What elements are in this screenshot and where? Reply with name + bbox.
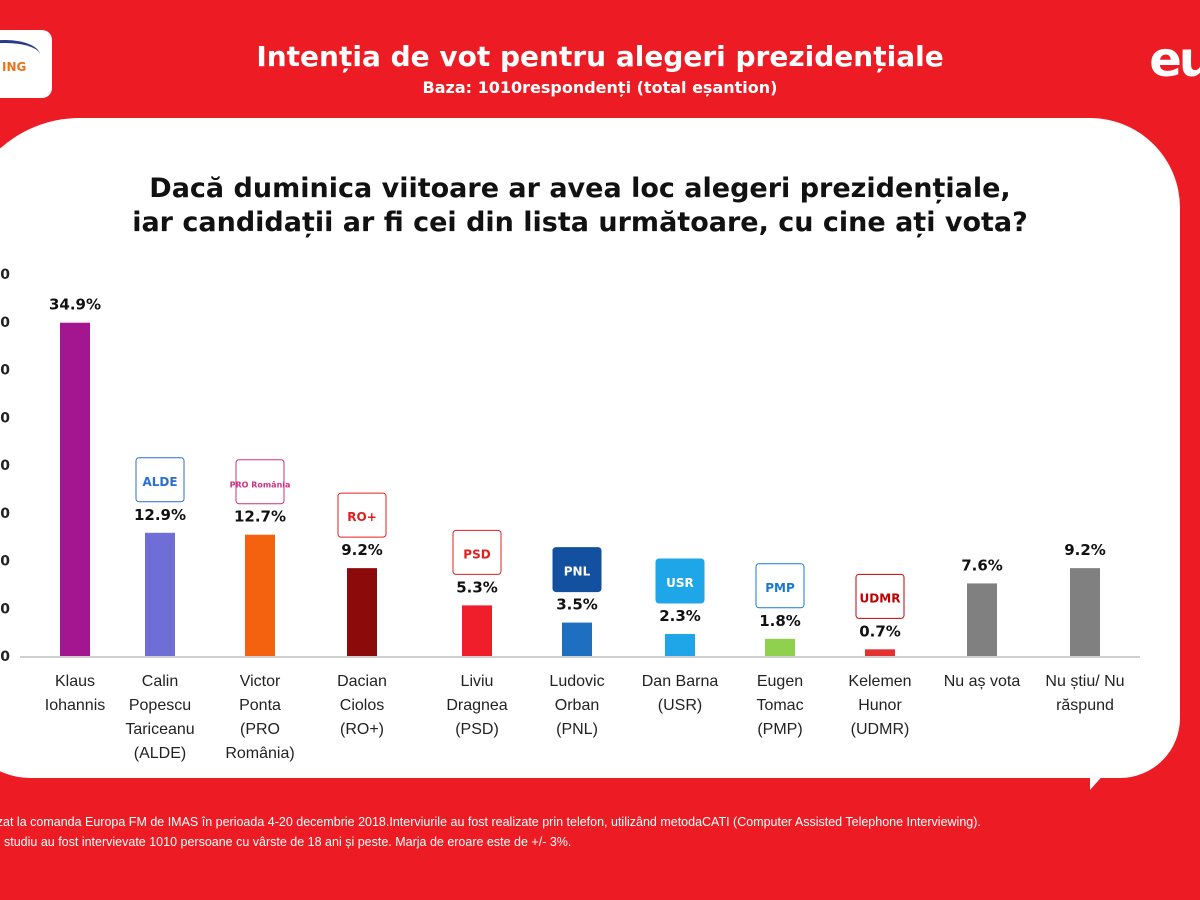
category-label: (PSD): [455, 721, 499, 738]
chart-question: Dacă duminica viitoare ar avea loc alege…: [0, 172, 1160, 240]
bar: [347, 568, 377, 656]
category-label: (PNL): [556, 721, 598, 738]
category-label: răspund: [1056, 697, 1114, 714]
bar: [967, 583, 997, 656]
party-logo-usr: [655, 558, 705, 604]
bar-chart: 0 0 0 0 0 0 0 0 0 34.9% Klaus Iohannis 12.9% Calin Pop…: [0, 267, 1140, 762]
y-tick-label: 0: [0, 363, 10, 379]
category-label: Tariceanu: [125, 721, 194, 738]
party-logo-alde: [135, 457, 185, 503]
data-label: 12.7%: [234, 508, 286, 526]
data-label: 9.2%: [341, 541, 383, 559]
category-label: Popescu: [129, 697, 191, 714]
bar: [665, 634, 695, 656]
party-logo-text: RO+: [347, 510, 377, 524]
category-label: Dacian: [337, 673, 387, 690]
bar: [245, 534, 275, 656]
category-label: Kelemen: [848, 673, 911, 690]
y-tick-label: 0: [0, 458, 10, 474]
y-tick-label: 0: [0, 601, 10, 617]
category-label: Orban: [555, 697, 599, 714]
party-logo-udmr: [855, 573, 905, 619]
category-label: (ALDE): [134, 745, 186, 762]
left-logo: ING: [0, 30, 52, 98]
bar: [562, 622, 592, 656]
question-line: Dacă duminica viitoare ar avea loc alege…: [149, 173, 1011, 204]
y-tick-label: 0: [0, 315, 10, 331]
bar: [1070, 568, 1100, 656]
party-logo-text: PSD: [463, 547, 490, 561]
y-tick-label: 0: [0, 506, 10, 522]
category-label: Nu aș vota: [944, 673, 1021, 690]
party-logo-text: ALDE: [142, 475, 177, 489]
bar: [462, 605, 492, 656]
bar: [60, 322, 90, 656]
party-logo-text: USR: [666, 576, 694, 590]
data-label: 2.3%: [659, 607, 701, 625]
bar: [145, 532, 175, 656]
category-label: Calin: [142, 673, 178, 690]
party-logo-text: PRO România: [230, 481, 291, 490]
y-tick-label: 0: [0, 554, 10, 570]
data-label: 12.9%: [134, 506, 186, 524]
category-label: Liviu: [461, 673, 494, 690]
left-logo-text: ING: [2, 60, 27, 74]
data-label: 5.3%: [456, 578, 498, 596]
category-label: Tomac: [756, 697, 803, 714]
party-logo-pmp: [755, 563, 805, 609]
category-label: Iohannis: [45, 697, 106, 714]
party-logo-text: PNL: [564, 565, 591, 579]
category-label: Ciolos: [340, 697, 384, 714]
category-label: (RO+): [340, 721, 384, 738]
data-label: 1.8%: [759, 612, 801, 630]
footer-line: izat la comanda Europa FM de IMAS în per…: [0, 815, 981, 829]
party-logo-text: PMP: [765, 581, 795, 595]
page-subtitle: Baza: 1010respondenți (total eșantion): [422, 78, 778, 97]
bar: [865, 649, 895, 656]
data-label: 9.2%: [1064, 541, 1106, 559]
category-label: Victor: [240, 673, 281, 690]
party-logo-psd: [452, 529, 502, 575]
bar: [765, 638, 795, 656]
data-label: 34.9%: [49, 296, 101, 314]
category-label: Ludovic: [549, 673, 604, 690]
party-logo-pnl: [552, 547, 602, 593]
europa-fm-logo: eu: [1149, 32, 1200, 88]
party-logo-text: UDMR: [860, 591, 901, 605]
y-tick-label: 0: [0, 649, 10, 665]
category-label: Ponta: [239, 697, 281, 714]
category-label: Dan Barna: [642, 673, 719, 690]
category-label: România): [225, 745, 294, 762]
data-label: 3.5%: [556, 596, 598, 614]
category-label: Dragnea: [446, 697, 507, 714]
category-label: (UDMR): [851, 721, 910, 738]
speech-bubble: [0, 118, 1180, 778]
category-label: (PMP): [757, 721, 802, 738]
data-label: 7.6%: [961, 556, 1003, 574]
category-label: Nu știu/ Nu: [1045, 673, 1124, 690]
footer-note: izat la comanda Europa FM de IMAS în per…: [0, 812, 981, 852]
party-logo-ro+: [337, 492, 387, 538]
category-label: Eugen: [757, 673, 803, 690]
speech-bubble-tail: [1090, 700, 1170, 790]
y-tick-label: 0: [0, 267, 10, 283]
category-label: Hunor: [858, 697, 902, 714]
party-logo-pro-românia: [235, 459, 285, 505]
page-title: Intenția de vot pentru alegeri prezidenț…: [256, 40, 944, 73]
question-line: iar candidații ar fi cei din lista următ…: [132, 207, 1028, 238]
category-label: Klaus: [55, 673, 95, 690]
data-label: 0.7%: [859, 622, 901, 640]
footer-line: studiu au fost intervievate 1010 persoan…: [4, 835, 572, 849]
y-tick-label: 0: [0, 410, 10, 426]
category-label: (PRO: [240, 721, 280, 738]
category-label: (USR): [658, 697, 702, 714]
